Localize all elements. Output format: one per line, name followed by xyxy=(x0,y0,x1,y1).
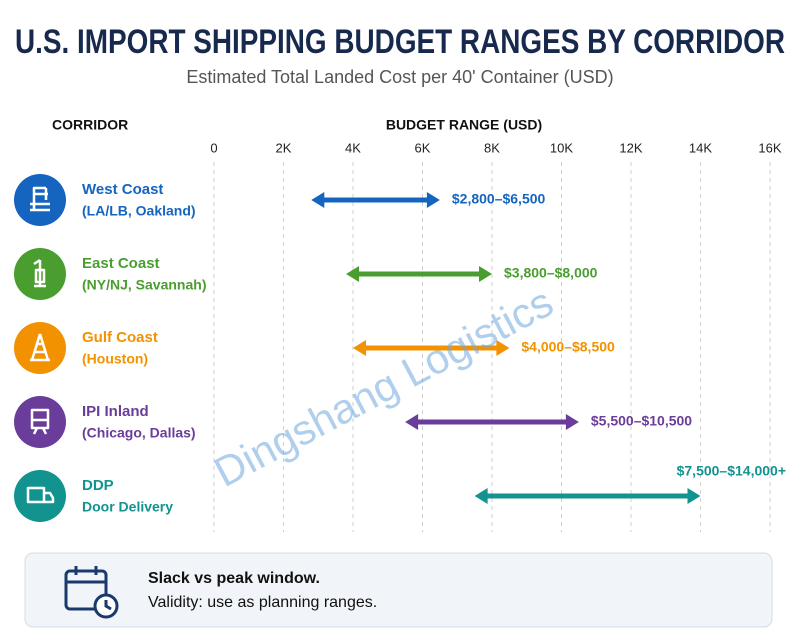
footer-title: Slack vs peak window. xyxy=(148,570,320,587)
x-tick-label: 0 xyxy=(210,140,217,155)
x-tick-label: 2K xyxy=(276,140,292,155)
category-label: IPI Inland xyxy=(82,403,149,420)
rows: West Coast (LA/LB, Oakland) $2,800–$6,500 E… xyxy=(14,174,786,522)
corridor-icon xyxy=(14,470,66,522)
x-header: BUDGET RANGE (USD) xyxy=(386,117,542,133)
category-detail: Door Delivery xyxy=(82,499,173,515)
range-arrow xyxy=(405,414,579,430)
corridor-glyph xyxy=(26,486,55,504)
value-label: $2,800–$6,500 xyxy=(452,191,546,207)
x-tick-label: 6K xyxy=(415,140,431,155)
y-header: CORRIDOR xyxy=(52,117,128,133)
corridor-icon xyxy=(14,396,66,448)
x-tick-label: 10K xyxy=(550,140,573,155)
value-label: $4,000–$8,500 xyxy=(521,339,615,355)
corridor-glyph xyxy=(33,258,46,288)
watermark: Dingshang Logistics xyxy=(206,278,560,496)
footer-text: Validity: use as planning ranges. xyxy=(148,594,377,611)
category-label: DDP xyxy=(82,477,114,494)
category-detail: (Houston) xyxy=(82,351,148,367)
category-label: West Coast xyxy=(82,181,163,198)
chart-title: U.S. IMPORT SHIPPING BUDGET RANGES BY CO… xyxy=(15,23,785,61)
corridor-icon xyxy=(14,322,66,374)
x-tick-label: 16K xyxy=(758,140,781,155)
corridor-glyph xyxy=(30,333,50,362)
range-arrow xyxy=(311,192,440,208)
x-tick-label: 4K xyxy=(345,140,361,155)
x-tick-label: 14K xyxy=(689,140,712,155)
corridor-glyph xyxy=(30,408,50,435)
category-detail: (LA/LB, Oakland) xyxy=(82,203,196,219)
range-arrow xyxy=(474,488,701,504)
category-detail: (NY/NJ, Savannah) xyxy=(82,277,206,293)
category-detail: (Chicago, Dallas) xyxy=(82,425,196,441)
corridor-icon xyxy=(14,174,66,226)
range-arrow xyxy=(346,266,492,282)
category-label: Gulf Coast xyxy=(82,329,158,346)
value-label: $5,500–$10,500 xyxy=(591,413,692,429)
corridor-glyph xyxy=(30,186,50,212)
calendar-icon xyxy=(64,566,119,619)
x-tick-label: 12K xyxy=(619,140,642,155)
footer-box xyxy=(24,552,773,628)
range-arrow xyxy=(353,340,510,356)
chart-subtitle: Estimated Total Landed Cost per 40' Cont… xyxy=(186,67,613,87)
category-label: East Coast xyxy=(82,255,160,272)
x-tick-label: 8K xyxy=(484,140,500,155)
value-label: $3,800–$8,000 xyxy=(504,265,598,281)
value-label: $7,500–$14,000+ xyxy=(677,463,786,479)
